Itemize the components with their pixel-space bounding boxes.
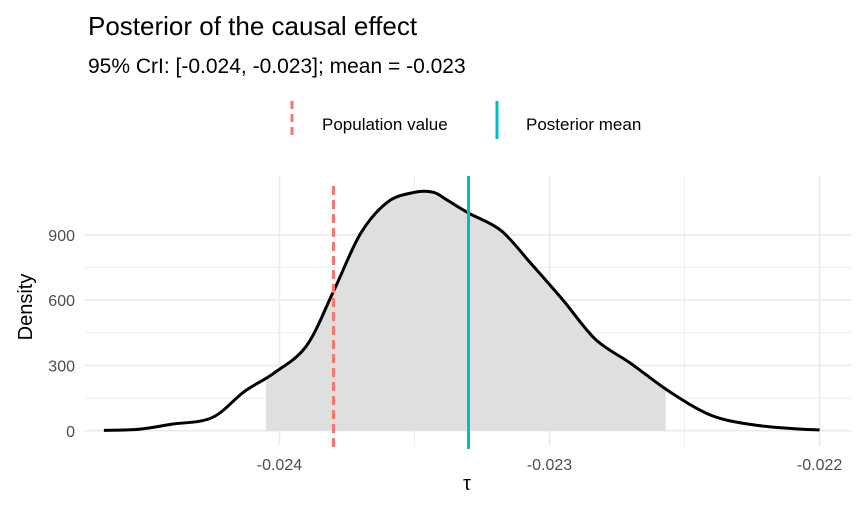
y-tick-label: 0 — [66, 424, 75, 441]
density-curve — [103, 189, 820, 432]
credible-interval-area — [265, 191, 666, 431]
x-tick-label: -0.024 — [257, 457, 302, 474]
x-tick-label: -0.022 — [797, 457, 842, 474]
y-tick-label: 300 — [48, 358, 75, 375]
legend-label-population-value: Population value — [322, 115, 448, 134]
x-tick-label: -0.023 — [527, 457, 572, 474]
y-axis-label: Density — [15, 274, 37, 341]
chart-title: Posterior of the causal effect — [88, 11, 418, 41]
plot-panel: -0.024 -0.023 -0.022 0 300 600 900 — [48, 176, 852, 474]
legend: Population value Posterior mean — [290, 101, 641, 139]
legend-label-posterior-mean: Posterior mean — [526, 115, 641, 134]
x-axis-label: τ — [463, 473, 471, 495]
y-tick-label: 600 — [48, 293, 75, 310]
chart-subtitle: 95% CrI: [-0.024, -0.023]; mean = -0.023 — [88, 55, 466, 78]
y-tick-label: 900 — [48, 228, 75, 245]
